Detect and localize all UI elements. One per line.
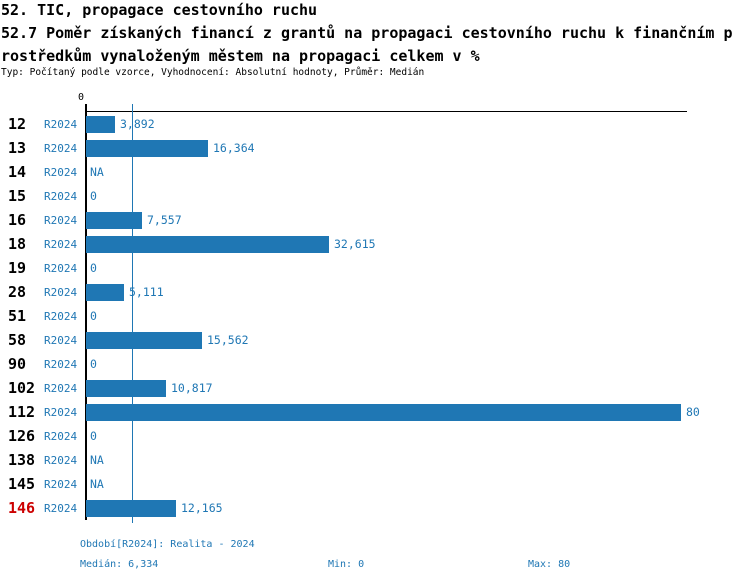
chart-row: 145 R2024 NA — [0, 476, 750, 493]
row-period-label: R2024 — [44, 478, 78, 491]
chart-row: 90 R2024 0 — [0, 356, 750, 373]
value-label: 5,111 — [129, 285, 164, 299]
value-label: 3,892 — [120, 117, 155, 131]
chart-row: 13 R2024 16,364 — [0, 140, 750, 157]
value-label: 10,817 — [171, 381, 213, 395]
value-label: 0 — [90, 357, 97, 371]
row-id-label: 102 — [8, 379, 36, 397]
indicator-meta-line: Typ: Počítaný podle vzorce, Vyhodnocení:… — [1, 67, 425, 78]
row-id-label: 15 — [8, 187, 27, 205]
value-label: 7,557 — [147, 213, 182, 227]
row-period-label: R2024 — [44, 118, 78, 131]
row-period-label: R2024 — [44, 358, 78, 371]
chart-row: 102 R2024 10,817 — [0, 380, 750, 397]
value-label: 0 — [90, 309, 97, 323]
chart-row: 12 R2024 3,892 — [0, 116, 750, 133]
footer-period-label: Období[R2024]: Realita - 2024 — [80, 539, 255, 550]
chart-row: 15 R2024 0 — [0, 188, 750, 205]
value-label: NA — [90, 453, 104, 467]
x-axis-zero-tick-label: 0 — [77, 92, 85, 103]
row-period-label: R2024 — [44, 454, 78, 467]
chart-row: 112 R2024 80 — [0, 404, 750, 421]
row-period-label: R2024 — [44, 310, 78, 323]
row-period-label: R2024 — [44, 214, 78, 227]
row-id-label: 112 — [8, 403, 36, 421]
chart-row: 18 R2024 32,615 — [0, 236, 750, 253]
value-label: 80 — [686, 405, 700, 419]
row-id-label: 51 — [8, 307, 27, 325]
row-period-label: R2024 — [44, 334, 78, 347]
value-label: 12,165 — [181, 501, 223, 515]
value-bar — [86, 500, 176, 517]
row-id-label: 126 — [8, 427, 36, 445]
chart-row: 138 R2024 NA — [0, 452, 750, 469]
row-id-label: 16 — [8, 211, 27, 229]
median-reference-line — [132, 104, 133, 523]
row-id-label: 14 — [8, 163, 27, 181]
value-bar — [86, 404, 681, 421]
value-label: 16,364 — [213, 141, 255, 155]
value-label: 0 — [90, 189, 97, 203]
chart-row: 126 R2024 0 — [0, 428, 750, 445]
row-period-label: R2024 — [44, 502, 78, 515]
row-id-label: 58 — [8, 331, 27, 349]
chart-row: 58 R2024 15,562 — [0, 332, 750, 349]
value-bar — [86, 332, 202, 349]
row-period-label: R2024 — [44, 142, 78, 155]
row-id-label: 28 — [8, 283, 27, 301]
value-bar — [86, 212, 142, 229]
row-period-label: R2024 — [44, 190, 78, 203]
value-bar — [86, 140, 208, 157]
indicator-title-line1: 52.7 Poměr získaných financí z grantů na… — [1, 24, 733, 42]
footer-max-label: Max: 80 — [528, 559, 571, 570]
row-period-label: R2024 — [44, 382, 78, 395]
row-id-label: 90 — [8, 355, 27, 373]
value-bar — [86, 284, 124, 301]
chart-row: 28 R2024 5,111 — [0, 284, 750, 301]
chart-row: 51 R2024 0 — [0, 308, 750, 325]
chart-row: 146 R2024 12,165 — [0, 500, 750, 517]
row-period-label: R2024 — [44, 166, 78, 179]
footer-median-label: Medián: 6,334 — [80, 559, 159, 570]
value-label: NA — [90, 165, 104, 179]
report-section-title: 52. TIC, propagace cestovního ruchu — [1, 1, 318, 19]
value-bar — [86, 116, 115, 133]
value-label: 32,615 — [334, 237, 376, 251]
value-label: NA — [90, 477, 104, 491]
value-label: 0 — [90, 261, 97, 275]
row-id-label: 12 — [8, 115, 27, 133]
value-label: 0 — [90, 429, 97, 443]
row-id-label: 138 — [8, 451, 36, 469]
row-id-label: 18 — [8, 235, 27, 253]
row-id-label: 13 — [8, 139, 27, 157]
value-bar — [86, 236, 329, 253]
x-axis-line — [85, 111, 687, 112]
chart-row: 19 R2024 0 — [0, 260, 750, 277]
row-period-label: R2024 — [44, 430, 78, 443]
footer-min-label: Min: 0 — [328, 559, 365, 570]
indicator-title-line2: rostředkům vynaloženým městem na propaga… — [1, 47, 480, 65]
row-period-label: R2024 — [44, 238, 78, 251]
row-period-label: R2024 — [44, 406, 78, 419]
row-period-label: R2024 — [44, 262, 78, 275]
chart-row: 16 R2024 7,557 — [0, 212, 750, 229]
chart-row: 14 R2024 NA — [0, 164, 750, 181]
row-id-label: 145 — [8, 475, 36, 493]
y-axis-line — [85, 104, 87, 520]
value-label: 15,562 — [207, 333, 249, 347]
value-bar — [86, 380, 166, 397]
row-id-label: 146 — [8, 499, 36, 517]
row-period-label: R2024 — [44, 286, 78, 299]
row-id-label: 19 — [8, 259, 27, 277]
